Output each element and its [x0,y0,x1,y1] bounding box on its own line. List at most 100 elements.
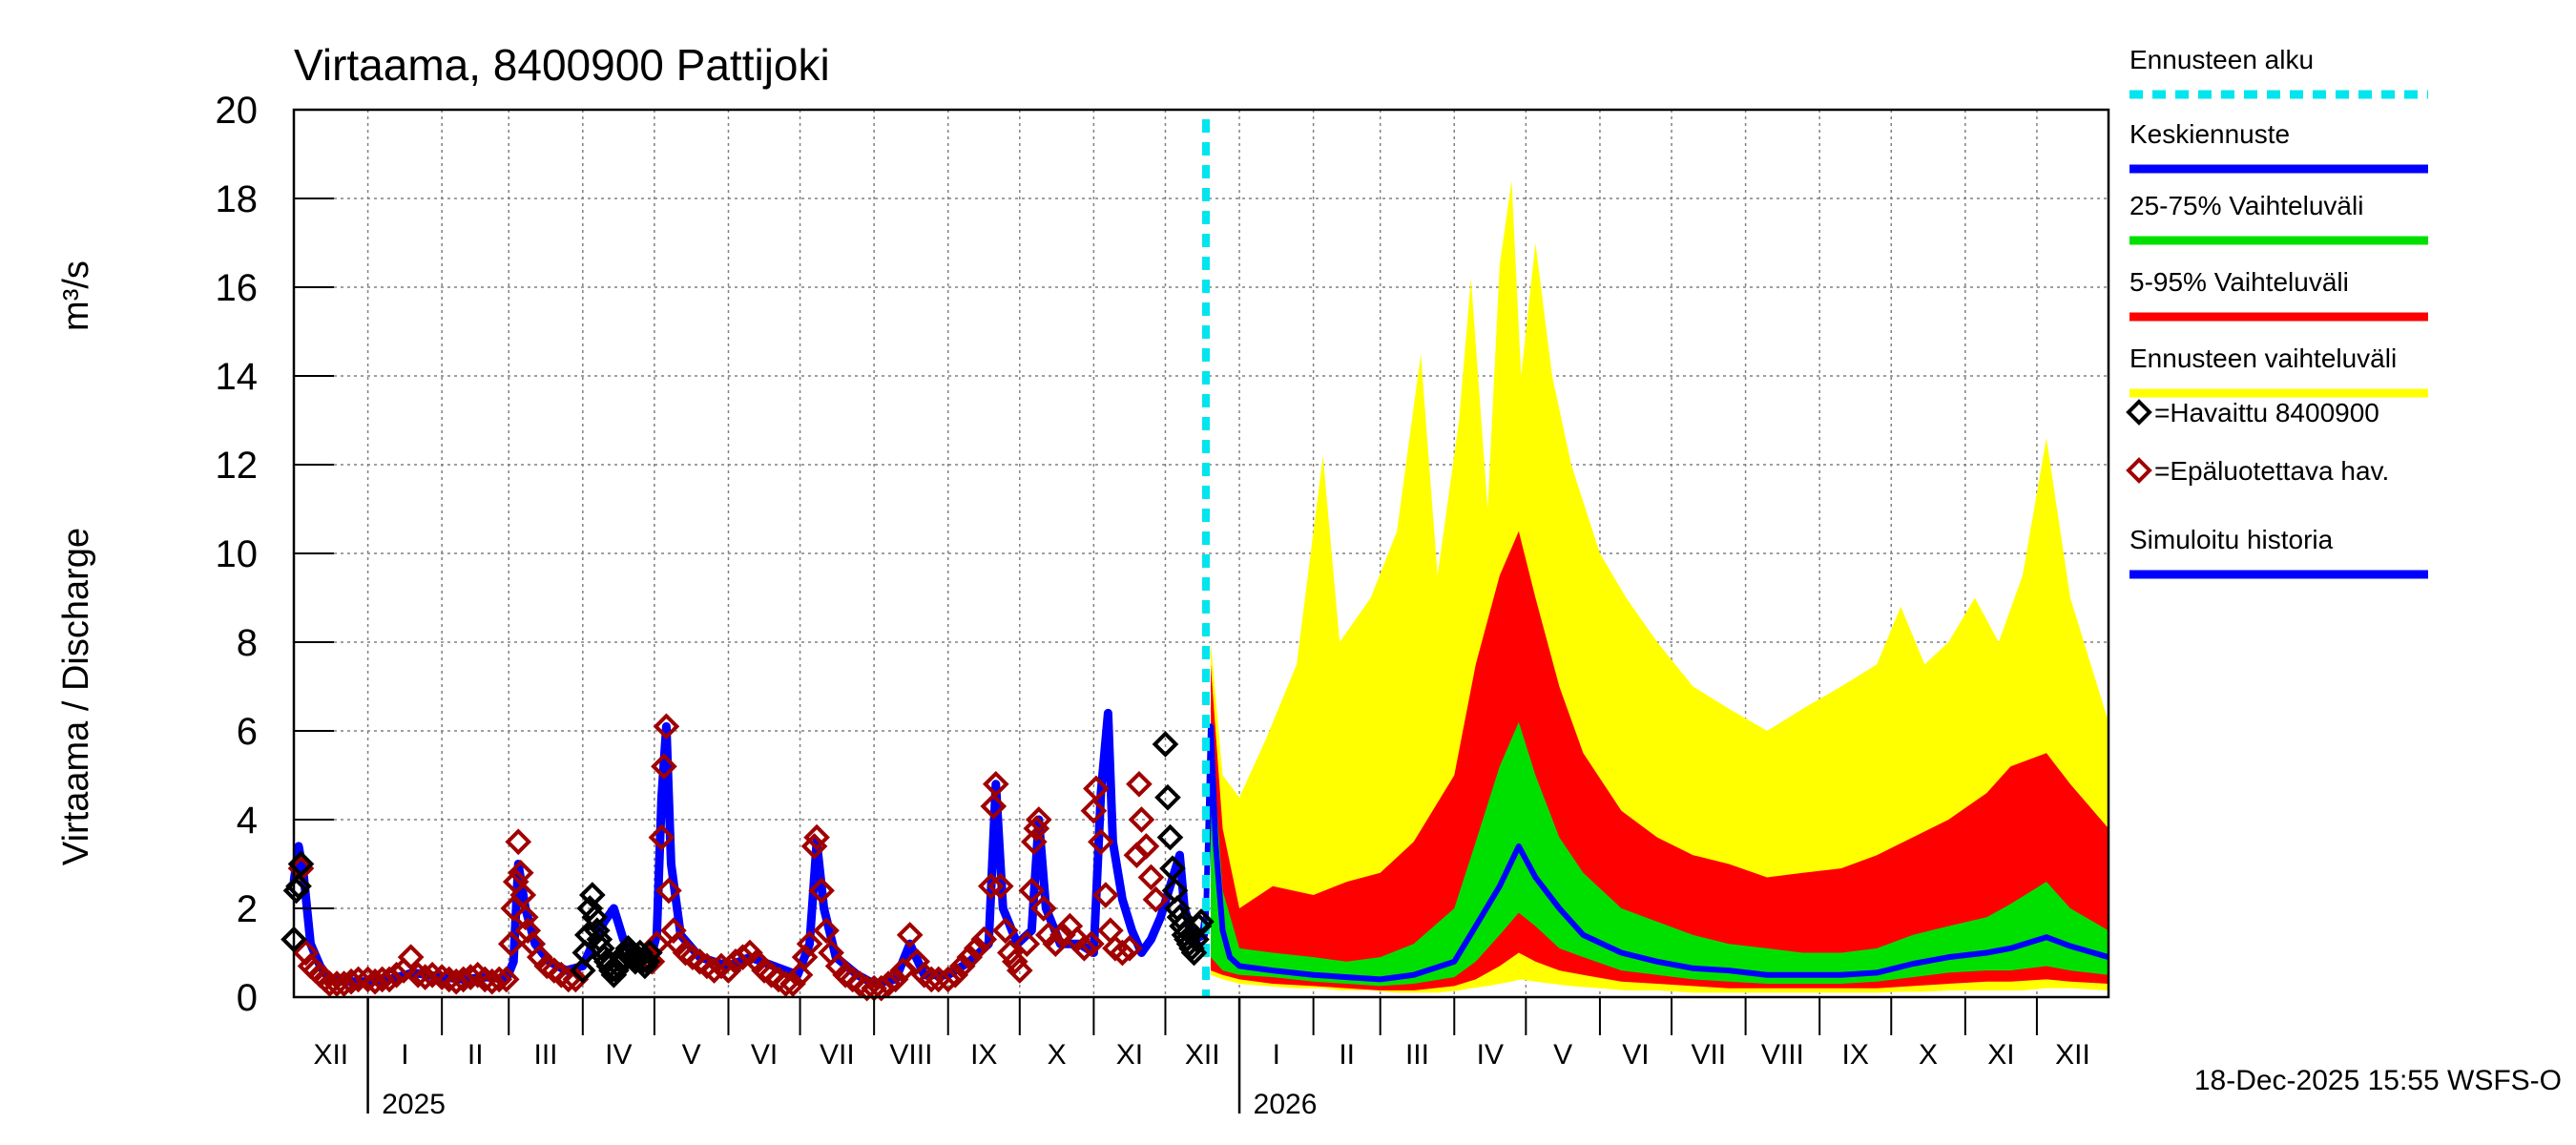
unreliable-observation-point [982,770,1009,798]
unreliable-observation-point [344,966,372,993]
month-label: VIII [1761,1039,1804,1071]
y-tick-label: 0 [237,977,258,1019]
legend-marker [2126,399,2152,426]
unreliable-observation-point [715,957,742,984]
unreliable-observation-point [505,828,532,856]
observation-point [1183,926,1210,953]
y-tick-label: 4 [237,800,258,842]
month-label: II [467,1039,484,1071]
unreliable-observation-point [648,823,675,851]
forecast-mean-line [1203,723,2109,983]
y-axis-unit: m³/s [56,260,96,331]
unreliable-observation-point [956,944,984,970]
month-label: XI [1987,1039,2014,1071]
y-tick-label: 16 [216,267,259,309]
unreliable-observation-point [948,952,976,980]
observation-point [576,895,604,922]
unreliable-observation-point [875,970,902,997]
unreliable-observation-point [1013,930,1041,958]
observation-point [1188,908,1215,935]
unreliable-observation-point [292,939,320,967]
observation-point [579,882,606,908]
legend: Ennusteen alku Keskiennuste 25-75% Vaihtel… [2126,45,2428,579]
unreliable-observation-point [1001,947,1028,975]
unreliable-observation-point [655,877,682,905]
band-25-75 [1211,721,2109,987]
unreliable-observation-point [1070,935,1098,962]
unreliable-observation-point [980,793,1008,820]
y-tick-label: 6 [237,711,258,753]
unreliable-observation-point [1029,895,1057,922]
band-forecast-range [1211,180,2109,993]
unreliable-observation-point [486,966,513,993]
observation-point [1152,731,1179,758]
unreliable-observation-point [991,917,1019,945]
month-label: VII [1691,1039,1726,1071]
unreliable-observation-point [1092,882,1119,908]
unreliable-observation-point [653,713,680,740]
month-label: V [682,1039,701,1071]
month-label: IV [605,1039,632,1071]
unreliable-observation-point [987,872,1014,900]
month-label: IV [1477,1039,1504,1071]
unreliable-observation-point [1128,806,1155,833]
observation-markers [280,713,1215,1002]
year-label: 2025 [382,1089,446,1120]
legend-label: Ennusteen alku [2129,45,2314,74]
y-tick-label: 18 [216,178,259,220]
unreliable-observation-point [896,922,924,948]
timestamp-footer: 18-Dec-2025 15:55 WSFS-O [2194,1065,2562,1096]
unreliable-observation-point [507,859,534,886]
legend-label: 5-95% Vaihteluväli [2129,267,2349,297]
month-label: II [1339,1039,1355,1071]
unreliable-observation-point [1042,930,1070,958]
forecast-bands [1211,180,2109,993]
unreliable-observation-point [729,944,757,970]
band-5-95 [1211,531,2109,991]
legend-label: =Epäluotettava hav. [2154,456,2389,486]
observation-point [1159,855,1186,882]
unreliable-observation-point [497,930,525,958]
y-tick-label: 8 [237,622,258,664]
month-label: IX [1842,1039,1869,1071]
unreliable-observation-point [1080,797,1108,824]
unreliable-observation-point [562,966,590,993]
unreliable-observation-point [1137,864,1165,891]
month-label: III [534,1039,558,1071]
month-label: VII [820,1039,855,1071]
month-label: V [1553,1039,1572,1071]
unreliable-observation-point [786,961,814,989]
unreliable-observation-point [1116,935,1143,962]
month-label: I [1273,1039,1280,1071]
year-label: 2026 [1254,1089,1318,1120]
unreliable-observation-point [918,966,945,993]
month-label: VI [1622,1039,1649,1071]
observation-point [589,935,615,962]
unreliable-observation-point [1132,833,1160,860]
unreliable-observation-point [1083,775,1110,802]
legend-label: =Havaittu 8400900 [2154,398,2379,427]
unreliable-observation-point [1142,885,1170,913]
unreliable-observation-point [397,944,425,970]
plot-frame [292,108,2110,999]
unreliable-observation-point [660,917,687,945]
unreliable-observation-point [651,753,677,781]
observation-point [636,939,663,967]
month-label: VI [751,1039,778,1071]
month-label: XII [2055,1039,2090,1071]
unreliable-observation-point [1109,939,1136,967]
legend-label: 25-75% Vaihteluväli [2129,191,2363,220]
unreliable-observation-point [882,966,909,993]
unreliable-observation-point [1126,770,1153,798]
unreliable-observation-point [1018,877,1046,905]
observation-point [1180,939,1208,967]
month-label: X [1919,1039,1938,1071]
unreliable-observation-point [942,961,969,989]
unreliable-observation-point [796,930,823,958]
y-tick-label: 12 [216,445,259,487]
legend-label: Keskiennuste [2129,119,2290,149]
month-label: XI [1116,1039,1143,1071]
unreliable-observation-point [970,926,998,953]
month-label: XII [313,1039,348,1071]
